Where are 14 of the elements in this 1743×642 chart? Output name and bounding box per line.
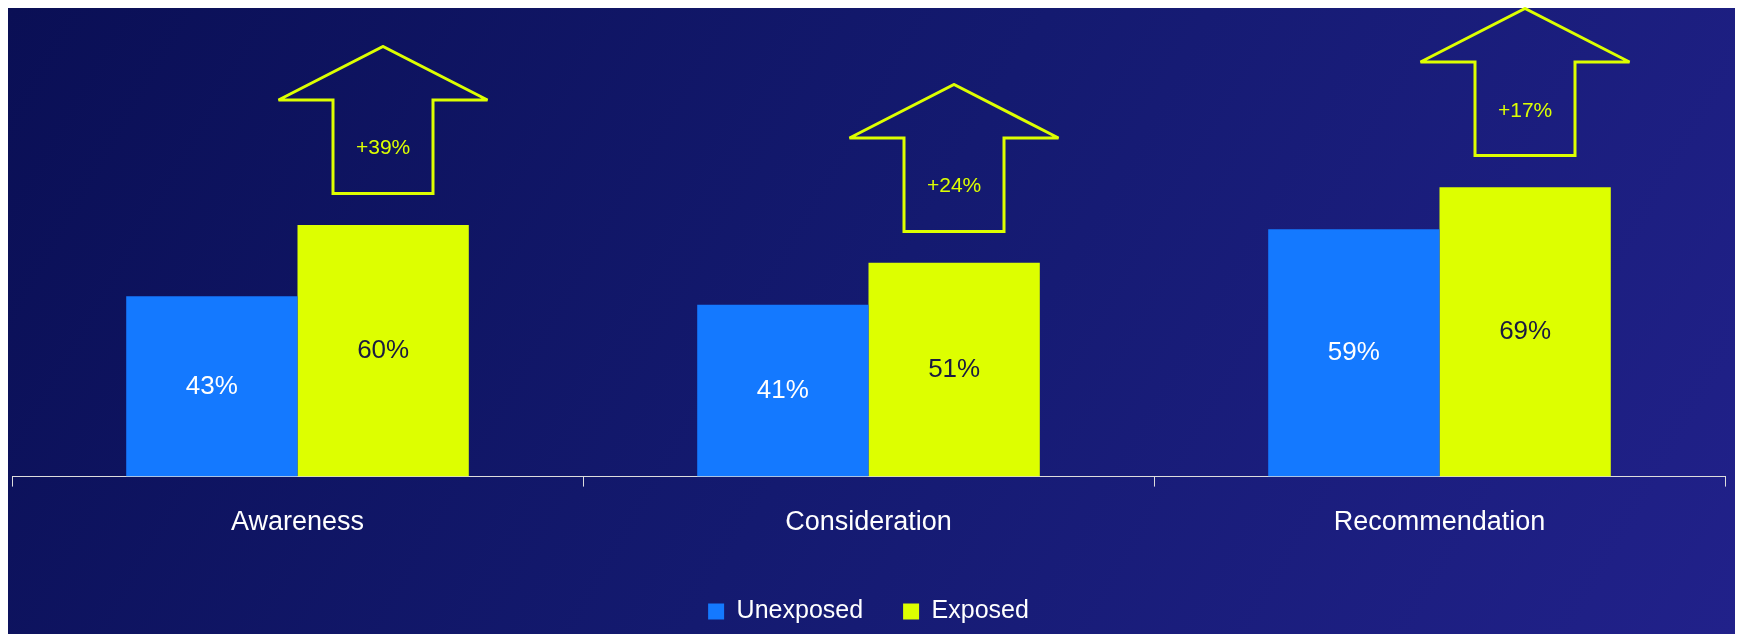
- data-label: 51%: [928, 352, 981, 383]
- legend-label: Exposed: [931, 595, 1029, 624]
- data-label: 60%: [357, 333, 410, 364]
- x-tick-label: Consideration: [785, 506, 952, 537]
- data-label: 69%: [1499, 315, 1552, 346]
- text: +17%: [1497, 96, 1554, 123]
- text: +39%: [355, 134, 412, 161]
- x-tick-label: Awareness: [230, 506, 365, 537]
- annotation: +24%: [926, 172, 983, 199]
- x-tick-label: Recommendation: [1333, 506, 1546, 537]
- legend-label: Unexposed: [736, 595, 864, 624]
- data-label: 41%: [756, 373, 809, 404]
- data-label: 59%: [1327, 336, 1380, 367]
- data-label: 43%: [185, 369, 238, 400]
